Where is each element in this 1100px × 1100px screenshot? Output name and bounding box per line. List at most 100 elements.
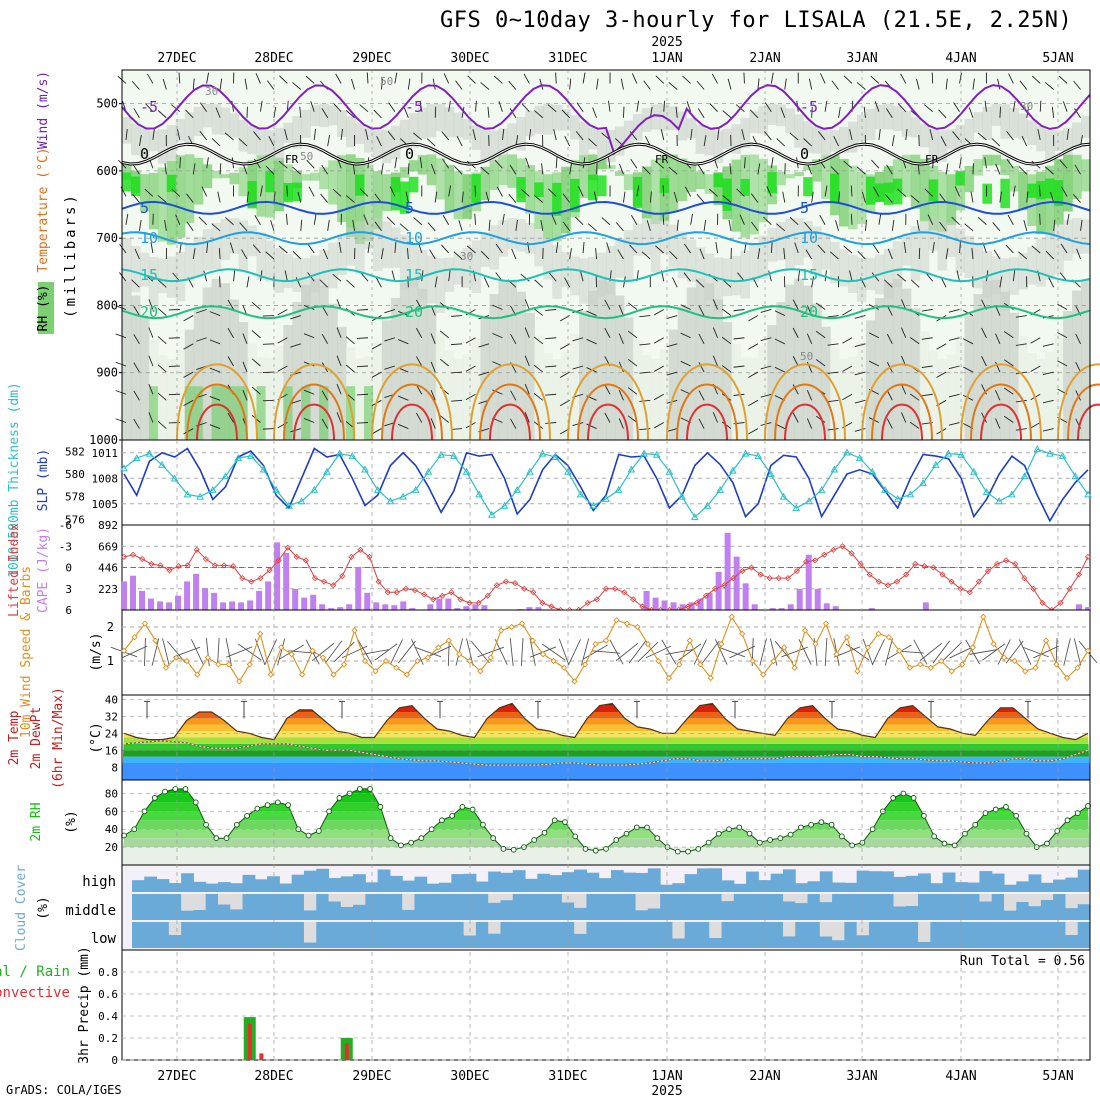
rh-point <box>510 846 517 853</box>
chart-title: GFS 0~10day 3-hourly for LISALA (21.5E, … <box>440 8 1073 33</box>
wind-barb <box>453 251 463 260</box>
cape-bar <box>292 589 299 610</box>
wind-barb <box>827 399 839 403</box>
cloud-bar <box>205 922 219 948</box>
wind-barb <box>569 163 572 175</box>
wind-barb <box>662 185 665 197</box>
wind-barb <box>748 343 759 350</box>
cloud-bar <box>893 906 907 920</box>
dewpoint-ylabel: 2m DewPt <box>29 707 44 770</box>
cloud-bar <box>267 894 280 920</box>
wind-barb <box>488 219 491 231</box>
rh-tick: 80 <box>105 787 118 800</box>
lifted-point <box>775 575 782 582</box>
wind-barb <box>1033 645 1059 659</box>
cloud-bar <box>660 922 673 948</box>
wind-barb <box>683 272 692 282</box>
wind-barb <box>242 163 248 175</box>
cape-bar <box>391 605 398 610</box>
wind-point <box>1042 637 1050 644</box>
wind-barb <box>596 78 599 90</box>
wind-barb <box>467 75 476 84</box>
wind-barb <box>1073 638 1082 666</box>
wind-barb <box>290 343 301 348</box>
thickness-point <box>855 454 864 462</box>
wind-barb <box>345 364 355 373</box>
wind-barb <box>653 337 664 344</box>
wind-barb <box>804 222 813 232</box>
rh-point <box>715 830 722 837</box>
isotherm-minus5 <box>121 84 1091 156</box>
cloud-bar <box>586 872 600 892</box>
cloud-bar <box>844 922 858 948</box>
thickness-point <box>1020 472 1029 480</box>
lifted-point <box>639 603 646 610</box>
minmax-ylabel: (6hr Min/Max) <box>51 687 66 789</box>
wind-barb <box>886 164 893 175</box>
wind-barb <box>696 193 705 203</box>
cloud-bar <box>795 883 809 892</box>
wind-barb <box>465 337 476 344</box>
cloud-bar <box>168 883 182 892</box>
wind-barb <box>643 80 651 90</box>
cloud-bar <box>500 922 514 948</box>
lifted-point <box>148 560 155 568</box>
cloud-bar <box>1004 910 1017 920</box>
wind-point <box>131 634 138 641</box>
wind-barb <box>494 639 508 665</box>
cloud-bar <box>217 922 231 948</box>
cape-tick: 223 <box>98 583 118 596</box>
wind-barb <box>811 191 814 203</box>
wind-barb <box>956 270 960 282</box>
wind-barb <box>617 249 624 260</box>
isotherm-label: 15 <box>140 266 158 284</box>
wind-barb <box>824 637 828 667</box>
cloud-bar <box>353 922 366 948</box>
wind-barb <box>254 158 261 169</box>
wind-barb <box>959 157 962 169</box>
wind-barb <box>206 241 209 254</box>
wind-barb <box>1003 387 1014 395</box>
wind-barb <box>540 219 544 231</box>
wind-barb <box>872 243 880 254</box>
rh-point <box>223 835 230 842</box>
thickness-point <box>272 485 281 493</box>
cloud-gap <box>181 894 194 911</box>
wind-barb <box>662 213 665 225</box>
wind-barb <box>728 219 732 231</box>
lifted-point <box>302 557 309 564</box>
cloud-gap <box>168 922 182 935</box>
thickness-point <box>183 490 192 498</box>
lifted-point <box>366 553 373 560</box>
wind-barb <box>1015 343 1027 346</box>
rh-point <box>818 819 825 825</box>
wind-barb <box>157 392 167 401</box>
wind-barb <box>227 356 234 367</box>
pressure-tick: 700 <box>96 231 118 245</box>
cape-bar <box>202 588 209 610</box>
wind-barb <box>133 334 140 345</box>
lifted-point <box>803 558 810 565</box>
pressure-tick: 1000 <box>89 433 118 447</box>
wind-barb <box>541 643 566 661</box>
wind-point <box>948 668 955 675</box>
cloud-bar <box>979 922 993 948</box>
wind-point <box>225 661 232 668</box>
wind-barb <box>622 191 626 203</box>
wind-barb <box>712 355 718 367</box>
wind-barb <box>1060 243 1068 254</box>
cloud-bar <box>303 870 317 892</box>
wind-barb <box>273 106 277 118</box>
lifted-point <box>393 589 400 596</box>
cloud-bar <box>721 922 735 948</box>
cloud-bar <box>893 922 907 948</box>
wind-point <box>655 657 662 665</box>
thickness-point <box>234 454 243 462</box>
wind-barb <box>970 191 974 203</box>
wind-barb <box>225 638 232 666</box>
wind-barb <box>684 243 692 254</box>
cloud-bar <box>242 874 256 892</box>
cloud-bar <box>819 936 833 948</box>
thickness-point <box>919 479 927 487</box>
wind-barb <box>361 649 390 655</box>
